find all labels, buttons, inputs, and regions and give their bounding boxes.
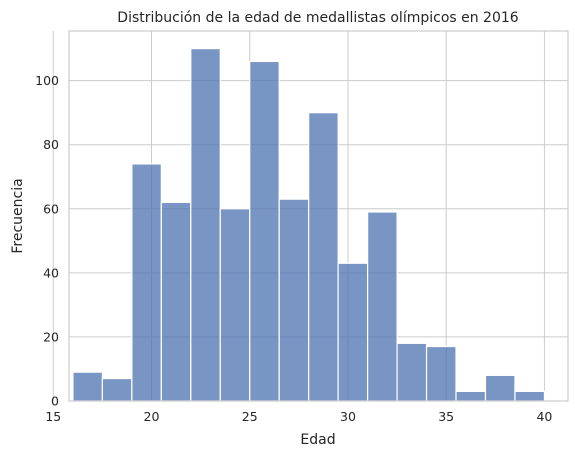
histogram-bar xyxy=(484,374,516,402)
x-axis-label: Edad xyxy=(300,432,335,448)
plot-frame xyxy=(68,30,569,402)
histogram-bar xyxy=(514,390,546,402)
y-tick-label: 0 xyxy=(51,394,59,409)
histogram-bar xyxy=(278,198,310,402)
y-tick-label: 20 xyxy=(43,329,59,344)
y-tick-label: 60 xyxy=(43,201,59,216)
x-tick-label: 15 xyxy=(45,409,61,424)
histogram-bar xyxy=(455,390,487,402)
histogram-bar xyxy=(219,208,251,402)
histogram-bar xyxy=(190,48,221,402)
y-tick-label: 80 xyxy=(43,137,59,152)
y-tick-label: 40 xyxy=(43,265,59,280)
histogram-bars xyxy=(72,48,546,402)
histogram-bar xyxy=(72,371,103,402)
chart-title: Distribución de la edad de medallistas o… xyxy=(117,10,518,26)
x-tick-label: 20 xyxy=(144,409,160,424)
y-tick-labels: 0 20 40 60 80 100 xyxy=(35,73,59,408)
x-tick-label: 35 xyxy=(438,409,454,424)
histogram-bar xyxy=(308,112,339,402)
x-tick-label: 40 xyxy=(536,409,552,424)
histogram-bar xyxy=(367,211,398,402)
histogram-bar xyxy=(101,377,133,402)
histogram-bar xyxy=(337,262,369,402)
y-axis-label: Frecuencia xyxy=(10,178,26,253)
x-tick-label: 25 xyxy=(242,409,258,424)
histogram-bar xyxy=(160,201,192,402)
histogram-bar xyxy=(396,342,428,402)
x-tick-label: 30 xyxy=(340,409,356,424)
histogram-bar xyxy=(249,60,280,402)
y-tick-label: 100 xyxy=(35,73,59,88)
x-tick-labels: 15 20 25 30 35 40 xyxy=(45,409,552,424)
histogram-bar xyxy=(131,163,162,402)
histogram-bar xyxy=(425,345,457,402)
